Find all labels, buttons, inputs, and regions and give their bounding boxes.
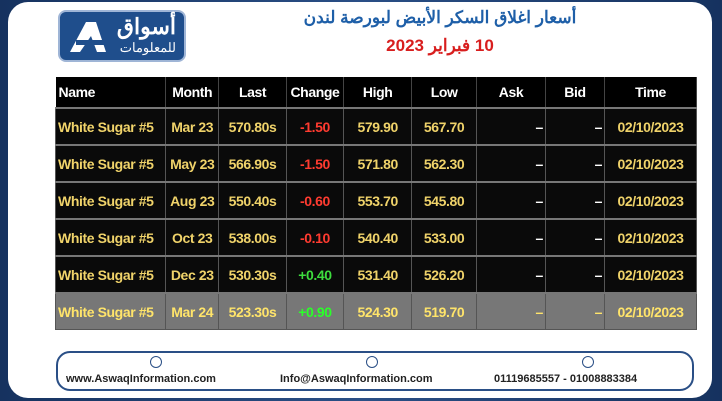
table-cell: 566.90s: [218, 144, 287, 183]
table-row: White Sugar #5 Aug 23 550.40s -0.60 553.70 54…: [54, 181, 698, 220]
table-row: White Sugar #5 May 23 566.90s -1.50 571.80 56…: [54, 144, 698, 183]
table-cell: 02/10/2023: [603, 181, 698, 220]
table-cell: White Sugar #5: [54, 181, 167, 220]
table-cell: -0.60: [285, 181, 345, 220]
table-cell: Aug 23: [165, 181, 220, 220]
table-cell: –: [476, 218, 546, 257]
table-cell: White Sugar #5: [54, 144, 167, 183]
date: 10 فبراير 2023: [386, 36, 494, 55]
column-header: High: [343, 77, 413, 108]
table-cell: 531.40: [343, 255, 413, 294]
website: www.AswaqInformation.com: [66, 373, 216, 385]
table-cell: 550.40s: [218, 181, 287, 220]
column-header: Ask: [476, 77, 546, 108]
table-cell: Oct 23: [165, 218, 220, 257]
column-header: Time: [604, 77, 698, 108]
table-cell: 540.40: [343, 218, 413, 257]
table-cell: 02/10/2023: [603, 144, 698, 183]
column-header: Month: [165, 77, 220, 108]
table-cell: May 23: [165, 144, 220, 183]
table-cell: –: [544, 144, 605, 183]
table-cell: –: [544, 292, 605, 330]
table-cell: +0.40: [285, 255, 345, 294]
table-cell: –: [476, 255, 546, 294]
table-cell: –: [476, 292, 546, 330]
logo-subtitle: للمعلومات: [119, 40, 176, 55]
table-cell: White Sugar #5: [54, 107, 167, 146]
column-header: Name: [55, 77, 167, 108]
table-cell: –: [476, 107, 546, 146]
table-row: White Sugar #5 Dec 23 530.30s +0.40 531.40 52…: [54, 255, 698, 294]
table-cell: 02/10/2023: [603, 218, 698, 257]
table-cell: –: [544, 181, 605, 220]
table-cell: -1.50: [285, 107, 345, 146]
table-cell: -1.50: [285, 144, 345, 183]
table-cell: 524.30: [343, 292, 413, 330]
table-cell: 553.70: [343, 181, 413, 220]
table-cell: 533.00: [411, 218, 478, 257]
column-header: Last: [218, 77, 287, 108]
phone-icon: [582, 356, 594, 368]
logo: أسواق للمعلومات: [58, 10, 186, 62]
email-icon: [366, 356, 378, 368]
table-cell: 579.90: [343, 107, 413, 146]
table-cell: 02/10/2023: [603, 255, 698, 294]
table-cell: 545.80: [411, 181, 478, 220]
table-cell: 519.70: [411, 292, 478, 330]
email: Info@AswaqInformation.com: [280, 373, 433, 385]
title: أسعار اغلاق السكر الأبيض لبورصة لندن: [303, 8, 577, 27]
column-header: Change: [286, 77, 345, 108]
table-cell: 02/10/2023: [603, 107, 698, 146]
table-cell: 571.80: [343, 144, 413, 183]
table-cell: 523.30s: [218, 292, 287, 330]
table-cell: -0.10: [285, 218, 345, 257]
table-cell: 562.30: [411, 144, 478, 183]
table-cell: White Sugar #5: [54, 255, 167, 294]
table-cell: 538.00s: [218, 218, 287, 257]
table-cell: 570.80s: [218, 107, 287, 146]
web-icon: [150, 356, 162, 368]
table-cell: +0.90: [285, 292, 345, 330]
table-cell: White Sugar #5: [54, 218, 167, 257]
table-row: White Sugar #5 Mar 24 523.30s +0.90 524.30 51…: [54, 292, 698, 330]
price-table: Name Month Last Change High Low Ask Bid Time Whit…: [54, 77, 698, 330]
table-cell: Mar 24: [165, 292, 220, 330]
table-cell: 526.20: [411, 255, 478, 294]
table-cell: –: [544, 107, 605, 146]
table-cell: –: [544, 255, 605, 294]
table-row: White Sugar #5 Oct 23 538.00s -0.10 540.40 53…: [54, 218, 698, 257]
table-cell: White Sugar #5: [54, 292, 167, 330]
table-cell: –: [544, 218, 605, 257]
logo-icon: [70, 22, 106, 52]
phone: 01119685557 - 01008883384: [494, 373, 638, 385]
footer: www.AswaqInformation.com Info@AswaqInfor…: [56, 351, 694, 391]
column-header: Low: [411, 77, 478, 108]
table-body: White Sugar #5 Mar 23 570.80s -1.50 579.90 56…: [54, 107, 698, 330]
table-cell: –: [476, 144, 546, 183]
table-cell: 02/10/2023: [603, 292, 698, 330]
table-cell: Dec 23: [165, 255, 220, 294]
table-cell: Mar 23: [165, 107, 220, 146]
table-row: White Sugar #5 Mar 23 570.80s -1.50 579.90 56…: [54, 107, 698, 146]
table-cell: 530.30s: [218, 255, 287, 294]
header-row: Name Month Last Change High Low Ask Bid Time: [55, 77, 698, 108]
table-cell: 567.70: [411, 107, 478, 146]
logo-name: أسواق: [116, 14, 176, 39]
column-header: Bid: [545, 77, 605, 108]
table-cell: –: [476, 181, 546, 220]
